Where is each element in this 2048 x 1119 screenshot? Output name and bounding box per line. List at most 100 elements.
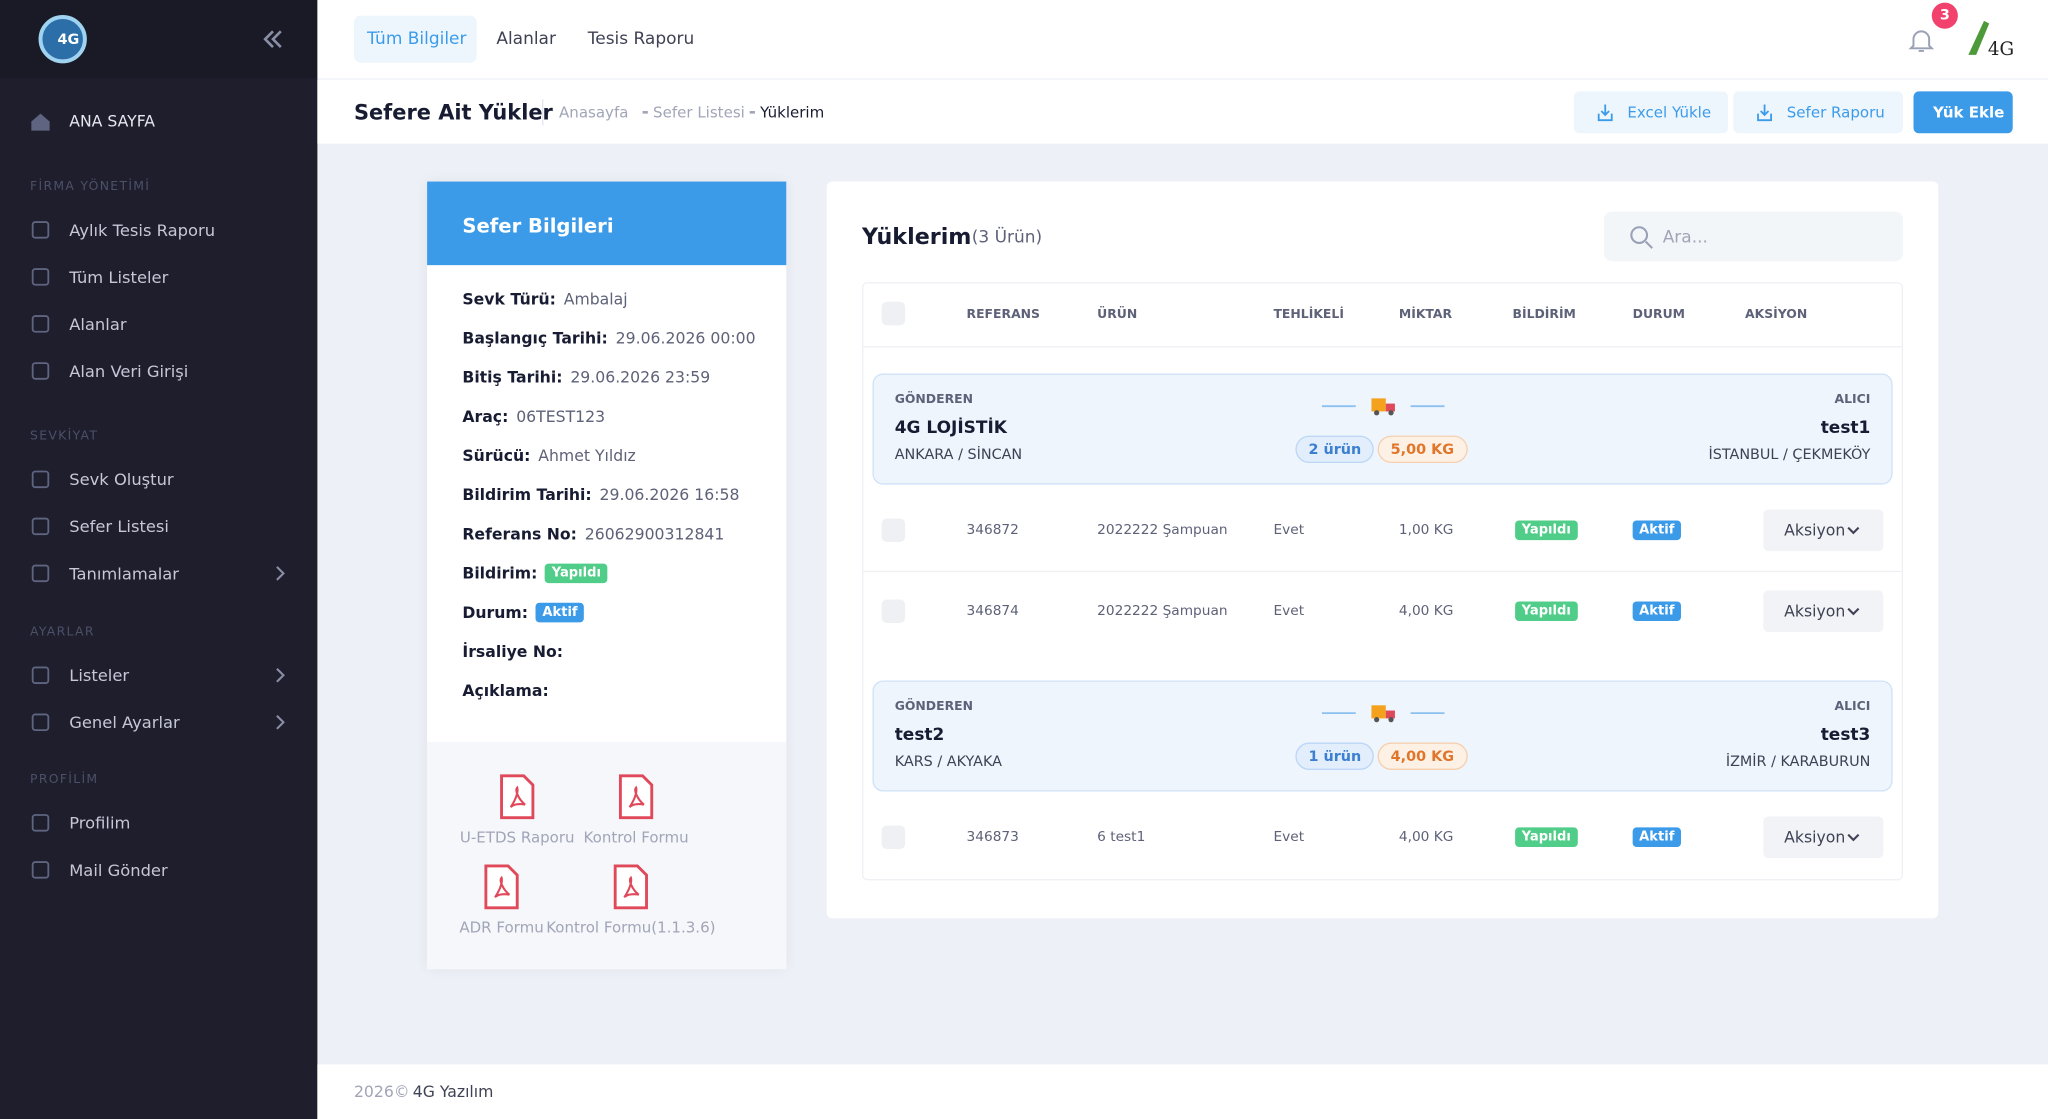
checkbox[interactable]	[881, 825, 906, 849]
status-badge: Aktif	[535, 602, 585, 623]
checkbox[interactable]	[881, 301, 906, 326]
pdf-icon[interactable]	[499, 773, 536, 820]
column-header: ÜRÜN	[1097, 307, 1138, 322]
nav-icon	[31, 564, 50, 583]
document-label[interactable]: ADR Formu	[459, 918, 544, 937]
top-tab[interactable]: Tüm Bilgiler	[367, 29, 467, 49]
nav-item[interactable]: Profilim	[69, 813, 131, 833]
pdf-icon[interactable]	[618, 773, 655, 820]
action-button-label[interactable]: Excel Yükle	[1627, 103, 1712, 122]
table-cell: 4,00 KG	[1398, 829, 1454, 846]
nav-item[interactable]: Mail Gönder	[69, 860, 168, 880]
field-label: Sürücü:	[462, 446, 531, 465]
nav-item[interactable]: Genel Ayarlar	[69, 712, 180, 733]
action-dropdown-label[interactable]: Aksiyon	[1784, 602, 1846, 621]
document-label[interactable]: U-ETDS Raporu	[459, 828, 575, 847]
document-label[interactable]: Kontrol Formu	[583, 828, 689, 847]
field-value: Ambalaj	[563, 289, 628, 309]
action-dropdown-label[interactable]: Aksiyon	[1784, 521, 1846, 540]
nav-icon	[31, 713, 50, 732]
top-tab[interactable]: Tesis Raporu	[587, 29, 695, 49]
status-badge: Yapıldı	[1515, 827, 1578, 848]
nav-item[interactable]: Tüm Listeler	[69, 267, 169, 287]
receiver-name: test1	[1820, 418, 1871, 439]
nav-item[interactable]: Alan Veri Girişi	[69, 361, 189, 381]
table-cell: 4,00 KG	[1398, 603, 1454, 620]
brand-logo-mark	[1968, 20, 1990, 55]
action-dropdown[interactable]	[1763, 509, 1884, 552]
pdf-icon[interactable]	[613, 863, 650, 910]
row-divider	[863, 570, 1902, 573]
footer-company[interactable]: 4G Yazılım	[412, 1082, 494, 1102]
field-label: Bildirim:	[462, 564, 538, 583]
receiver-label: ALICI	[1834, 699, 1871, 714]
action-button-label[interactable]: Yük Ekle	[1933, 103, 2005, 122]
route-icon	[1321, 398, 1445, 416]
loads-card	[826, 181, 1939, 919]
loads-title: Yüklerim	[862, 224, 972, 251]
checkbox[interactable]	[881, 518, 906, 543]
table-cell: 2022222 Şampuan	[1097, 522, 1228, 539]
nav-chevron	[276, 667, 285, 683]
status-badge: Yapıldı	[545, 563, 608, 584]
nav-item[interactable]: Aylık Tesis Raporu	[69, 220, 216, 240]
sender-label: GÖNDEREN	[894, 699, 974, 714]
action-dropdown[interactable]	[1763, 816, 1884, 859]
dropdown-caret	[1847, 526, 1860, 535]
checkbox[interactable]	[881, 599, 906, 624]
nav-home[interactable]: ANA SAYFA	[69, 112, 155, 131]
document-label[interactable]: Kontrol Formu(1.1.3.6)	[546, 918, 716, 937]
action-button-label[interactable]: Sefer Raporu	[1786, 103, 1885, 122]
sefer-card-header	[427, 181, 787, 266]
field-label: Bitiş Tarihi:	[462, 368, 563, 387]
nav-icon	[31, 362, 50, 380]
search-box[interactable]	[1603, 211, 1904, 262]
status-badge: Aktif	[1632, 827, 1681, 848]
nav-item[interactable]: Listeler	[69, 665, 130, 686]
field-value: 26062900312841	[584, 525, 725, 544]
breadcrumb-item: Yüklerim	[760, 103, 825, 122]
pdf-icon[interactable]	[483, 863, 520, 910]
table-cell: 2022222 Şampuan	[1097, 603, 1228, 620]
page-title: Sefere Ait Yükler	[353, 99, 553, 125]
nav-item[interactable]: Tanımlamalar	[69, 563, 179, 584]
field-label: Araç:	[462, 407, 509, 426]
collapse-button[interactable]	[261, 29, 285, 50]
notification-bell[interactable]	[1907, 26, 1936, 55]
nav-item[interactable]: Sevk Oluştur	[69, 469, 174, 490]
nav-icon	[31, 268, 50, 286]
nav-item[interactable]: Sefer Listesi	[69, 516, 169, 537]
receiver-location: İSTANBUL / ÇEKMEKÖY	[1708, 446, 1871, 464]
nav-icon	[31, 517, 50, 536]
breadcrumb-item[interactable]: Anasayfa	[559, 103, 629, 122]
action-dropdown[interactable]	[1763, 590, 1884, 633]
action-button[interactable]	[1573, 91, 1728, 134]
field-label: İrsaliye No:	[462, 642, 564, 661]
nav-chevron	[276, 566, 285, 581]
topbar	[317, 0, 2048, 79]
sidebar	[0, 0, 318, 1119]
sender-label: GÖNDEREN	[894, 392, 974, 407]
action-dropdown-label[interactable]: Aksiyon	[1784, 828, 1846, 847]
nav-item[interactable]: Alanlar	[69, 314, 127, 334]
column-header: AKSİYON	[1744, 307, 1808, 322]
search-placeholder[interactable]: Ara...	[1662, 227, 1708, 248]
nav-section-title: AYARLAR	[30, 624, 95, 640]
loads-count: (3 Ürün)	[971, 227, 1043, 248]
field-value: Ahmet Yıldız	[538, 446, 636, 465]
breadcrumb-item[interactable]: Sefer Listesi	[653, 103, 745, 122]
nav-icon	[31, 470, 50, 489]
sender-name: 4G LOJİSTİK	[894, 418, 1007, 439]
sender-location: ANKARA / SİNCAN	[894, 446, 1023, 464]
receiver-name: test3	[1820, 725, 1871, 746]
table-cell: 346872	[966, 522, 1019, 539]
weight-pill: 4,00 KG	[1377, 742, 1468, 770]
table-cell: Evet	[1273, 522, 1305, 539]
field-value: 29.06.2026 00:00	[615, 329, 756, 348]
nav-icon	[31, 221, 50, 239]
active-tab-bg	[353, 15, 477, 63]
top-tab[interactable]: Alanlar	[496, 29, 556, 49]
column-header: DURUM	[1632, 307, 1686, 322]
action-button[interactable]	[1913, 91, 2013, 134]
